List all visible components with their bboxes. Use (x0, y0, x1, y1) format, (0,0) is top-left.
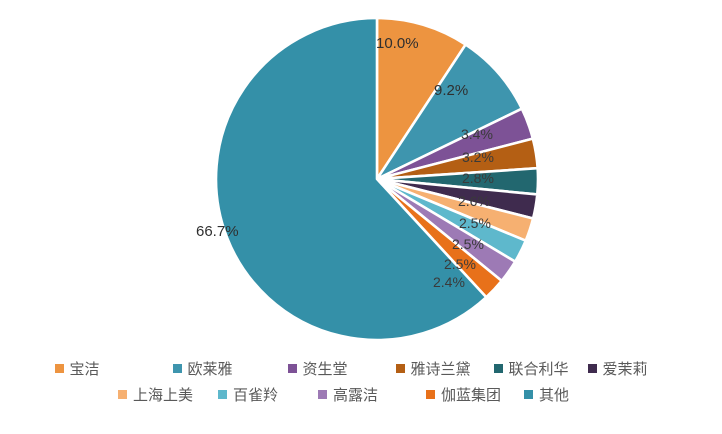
legend-swatch-icon (426, 390, 435, 399)
legend-item-雅诗兰黛[interactable]: 雅诗兰黛 (395, 358, 494, 379)
legend-swatch-icon (54, 364, 64, 373)
legend-swatch-icon (524, 390, 533, 399)
legend-item-label: 联合利华 (508, 361, 569, 378)
pie-slice-label: 2.5% (444, 256, 476, 272)
pie-slice-label: 66.7% (196, 223, 239, 240)
legend-item-label: 宝洁 (69, 361, 100, 378)
pie-slice[interactable] (375, 43, 524, 181)
pie-slice-label: 2.5% (459, 215, 491, 231)
legend-item-label: 欧莱雅 (187, 361, 233, 378)
legend-item-爱茉莉[interactable]: 爱茉莉 (587, 358, 668, 379)
legend-item-上海上美[interactable]: 上海上美 (118, 384, 218, 405)
pie-svg (214, 16, 540, 342)
legend-item-label: 雅诗兰黛 (410, 361, 471, 378)
legend-item-联合利华[interactable]: 联合利华 (493, 358, 588, 379)
legend-swatch-icon (287, 364, 297, 373)
legend-row-1: 宝洁 欧莱雅 资生堂 雅诗兰黛 联合利华 爱茉莉 (0, 358, 722, 379)
legend-row-2: 上海上美 百雀羚 高露洁 伽蓝集团 其他 (0, 384, 722, 405)
legend-item-label: 爱茉莉 (602, 361, 648, 378)
legend-item-欧莱雅[interactable]: 欧莱雅 (172, 358, 288, 379)
legend-item-label: 资生堂 (302, 361, 348, 378)
pie-plot-area: 10.0% 9.2% 3.4% 3.2% 2.8% 2.6% 2.5% 2.5% 2.5% 2.4… (196, 16, 540, 342)
legend-item-高露洁[interactable]: 高露洁 (318, 384, 426, 405)
legend-swatch-icon (118, 390, 127, 399)
legend-item-label: 上海上美 (133, 387, 194, 404)
legend-item-label: 伽蓝集团 (441, 387, 502, 404)
pie-slice-label: 2.5% (452, 236, 484, 252)
pie-slice[interactable] (214, 16, 488, 342)
legend-swatch-icon (172, 364, 182, 373)
pie-slice-label: 9.2% (434, 82, 469, 99)
legend-item-label: 高露洁 (333, 387, 379, 404)
legend-swatch-icon (395, 364, 405, 373)
pie-slice-label: 2.6% (458, 193, 490, 209)
pie-slice-label: 3.4% (461, 126, 493, 142)
legend-swatch-icon (218, 390, 227, 399)
legend-item-label: 百雀羚 (233, 387, 279, 404)
chart-legend: 宝洁 欧莱雅 资生堂 雅诗兰黛 联合利华 爱茉莉 上海上美 百雀羚 高露洁 伽蓝集团 其他 (0, 358, 722, 430)
legend-item-宝洁[interactable]: 宝洁 (54, 358, 173, 379)
legend-item-其他[interactable]: 其他 (524, 384, 604, 405)
pie-slice-label: 3.2% (462, 149, 494, 165)
legend-item-伽蓝集团[interactable]: 伽蓝集团 (426, 384, 524, 405)
legend-swatch-icon (493, 364, 503, 373)
legend-item-百雀羚[interactable]: 百雀羚 (218, 384, 318, 405)
legend-swatch-icon (318, 390, 327, 399)
pie-slice-label: 10.0% (376, 35, 419, 52)
legend-swatch-icon (587, 364, 597, 373)
legend-item-资生堂[interactable]: 资生堂 (287, 358, 396, 379)
pie-slice-label: 2.4% (433, 274, 465, 290)
legend-item-label: 其他 (539, 387, 570, 404)
pie-slice-label: 2.8% (462, 170, 494, 186)
pie-slice[interactable] (375, 16, 467, 181)
